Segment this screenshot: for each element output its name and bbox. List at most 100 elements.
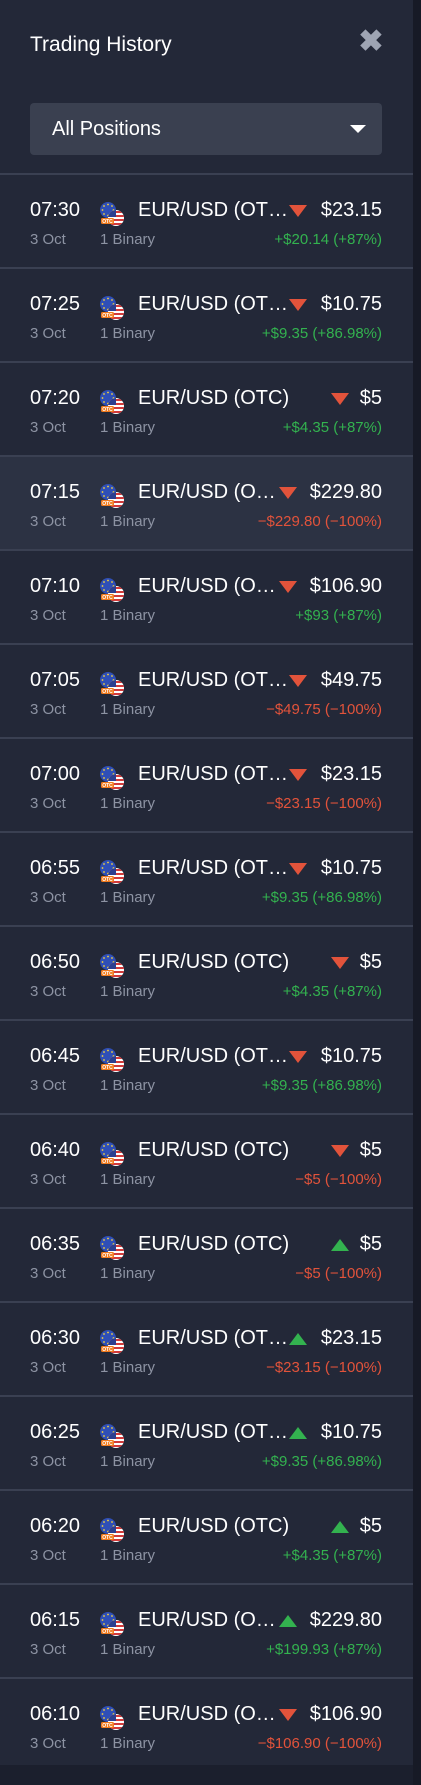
- trade-date: 3 Oct: [30, 795, 66, 812]
- trade-amount: $5: [360, 951, 382, 974]
- svg-text:OTC: OTC: [102, 1253, 113, 1259]
- trade-date: 3 Oct: [30, 513, 66, 530]
- trade-pnl: −$23.15 (−100%): [266, 1359, 382, 1376]
- trade-type: 1 Binary: [100, 889, 155, 906]
- trade-asset: EUR/USD (OT…: [138, 669, 288, 692]
- trade-amount: $5: [360, 1233, 382, 1256]
- trade-asset: EUR/USD (OT…: [138, 857, 288, 880]
- trade-type: 1 Binary: [100, 513, 155, 530]
- positions-filter-label: All Positions: [52, 118, 161, 141]
- svg-text:OTC: OTC: [102, 1441, 113, 1447]
- trade-row[interactable]: 06:45 3 Oct OTC EUR/USD (OT… 1 Binary $1…: [0, 1019, 413, 1113]
- trade-time: 06:45: [30, 1045, 80, 1068]
- svg-text:OTC: OTC: [102, 783, 113, 789]
- svg-text:OTC: OTC: [102, 1723, 113, 1729]
- trade-time: 07:05: [30, 669, 80, 692]
- trade-asset: EUR/USD (OTC): [138, 1139, 289, 1162]
- trade-row[interactable]: 07:25 3 Oct OTC EUR/USD (OT… 1 Binary $1…: [0, 267, 413, 361]
- trade-row[interactable]: 06:10 3 Oct OTC EUR/USD (O… 1 Binary $10…: [0, 1677, 413, 1771]
- trade-date: 3 Oct: [30, 1735, 66, 1752]
- trade-row[interactable]: 07:05 3 Oct OTC EUR/USD (OT… 1 Binary $4…: [0, 643, 413, 737]
- trade-date: 3 Oct: [30, 607, 66, 624]
- svg-text:OTC: OTC: [102, 313, 113, 319]
- svg-text:OTC: OTC: [102, 595, 113, 601]
- trade-date: 3 Oct: [30, 701, 66, 718]
- trade-row[interactable]: 06:40 3 Oct OTC EUR/USD (OTC) 1 Binary $…: [0, 1113, 413, 1207]
- svg-text:OTC: OTC: [102, 1159, 113, 1165]
- trade-pnl: +$9.35 (+86.98%): [262, 889, 382, 906]
- trade-time: 06:15: [30, 1609, 80, 1632]
- trade-pnl: −$49.75 (−100%): [266, 701, 382, 718]
- svg-text:OTC: OTC: [102, 1535, 113, 1541]
- trade-pnl: −$106.90 (−100%): [258, 1735, 382, 1752]
- trade-row[interactable]: 06:20 3 Oct OTC EUR/USD (OTC) 1 Binary $…: [0, 1489, 413, 1583]
- trade-row[interactable]: 06:55 3 Oct OTC EUR/USD (OT… 1 Binary $1…: [0, 831, 413, 925]
- list-end: [0, 1765, 413, 1785]
- trade-row[interactable]: 07:00 3 Oct OTC EUR/USD (OT… 1 Binary $2…: [0, 737, 413, 831]
- eur-usd-otc-flag-icon: OTC: [99, 1705, 125, 1731]
- trade-amount: $10.75: [321, 1421, 382, 1444]
- trade-row[interactable]: 07:10 3 Oct OTC EUR/USD (O… 1 Binary $10…: [0, 549, 413, 643]
- arrow-down-icon: [279, 581, 297, 593]
- trade-pnl: −$5 (−100%): [295, 1265, 382, 1282]
- chevron-down-icon: [350, 125, 366, 133]
- trade-amount: $23.15: [321, 1327, 382, 1350]
- svg-text:OTC: OTC: [102, 407, 113, 413]
- trade-row[interactable]: 06:35 3 Oct OTC EUR/USD (OTC) 1 Binary $…: [0, 1207, 413, 1301]
- trade-type: 1 Binary: [100, 1171, 155, 1188]
- trade-pnl: +$199.93 (+87%): [266, 1641, 382, 1658]
- trade-row[interactable]: 06:50 3 Oct OTC EUR/USD (OTC) 1 Binary $…: [0, 925, 413, 1019]
- trade-time: 06:40: [30, 1139, 80, 1162]
- arrow-down-icon: [279, 487, 297, 499]
- eur-usd-otc-flag-icon: OTC: [99, 765, 125, 791]
- trade-amount: $23.15: [321, 199, 382, 222]
- trade-type: 1 Binary: [100, 795, 155, 812]
- arrow-down-icon: [289, 675, 307, 687]
- trade-amount: $106.90: [310, 575, 382, 598]
- trade-type: 1 Binary: [100, 1547, 155, 1564]
- arrow-down-icon: [331, 1145, 349, 1157]
- svg-text:OTC: OTC: [102, 1065, 113, 1071]
- trade-date: 3 Oct: [30, 1641, 66, 1658]
- trade-row[interactable]: 07:20 3 Oct OTC EUR/USD (OTC) 1 Binary $…: [0, 361, 413, 455]
- arrow-down-icon: [289, 769, 307, 781]
- trade-pnl: −$23.15 (−100%): [266, 795, 382, 812]
- eur-usd-otc-flag-icon: OTC: [99, 1611, 125, 1637]
- arrow-up-icon: [331, 1521, 349, 1533]
- trade-time: 06:20: [30, 1515, 80, 1538]
- trade-date: 3 Oct: [30, 1453, 66, 1470]
- svg-text:OTC: OTC: [102, 1347, 113, 1353]
- background-strip: [413, 0, 421, 1785]
- trade-time: 07:25: [30, 293, 80, 316]
- trade-list: 07:30 3 Oct OTC EUR/USD (OT… 1 Binary $2…: [0, 173, 413, 1771]
- trade-row[interactable]: 06:25 3 Oct OTC EUR/USD (OT… 1 Binary $1…: [0, 1395, 413, 1489]
- trade-row[interactable]: 07:15 3 Oct OTC EUR/USD (O… 1 Binary $22…: [0, 455, 413, 549]
- trade-asset: EUR/USD (O…: [138, 1609, 276, 1632]
- trade-date: 3 Oct: [30, 419, 66, 436]
- eur-usd-otc-flag-icon: OTC: [99, 483, 125, 509]
- trade-amount: $10.75: [321, 293, 382, 316]
- trade-date: 3 Oct: [30, 1171, 66, 1188]
- arrow-up-icon: [289, 1427, 307, 1439]
- trade-row[interactable]: 06:30 3 Oct OTC EUR/USD (OT… 1 Binary $2…: [0, 1301, 413, 1395]
- trade-date: 3 Oct: [30, 325, 66, 342]
- trade-time: 07:30: [30, 199, 80, 222]
- trade-pnl: −$229.80 (−100%): [258, 513, 382, 530]
- trade-amount: $5: [360, 1139, 382, 1162]
- eur-usd-otc-flag-icon: OTC: [99, 1047, 125, 1073]
- trade-type: 1 Binary: [100, 231, 155, 248]
- eur-usd-otc-flag-icon: OTC: [99, 1423, 125, 1449]
- trade-amount: $5: [360, 387, 382, 410]
- positions-filter-dropdown[interactable]: All Positions: [30, 103, 382, 155]
- trade-row[interactable]: 07:30 3 Oct OTC EUR/USD (OT… 1 Binary $2…: [0, 173, 413, 267]
- trade-type: 1 Binary: [100, 1641, 155, 1658]
- svg-text:OTC: OTC: [102, 877, 113, 883]
- svg-text:OTC: OTC: [102, 219, 113, 225]
- trade-type: 1 Binary: [100, 419, 155, 436]
- trade-row[interactable]: 06:15 3 Oct OTC EUR/USD (O… 1 Binary $22…: [0, 1583, 413, 1677]
- close-icon[interactable]: ✖: [357, 28, 385, 56]
- trade-asset: EUR/USD (OT…: [138, 1327, 288, 1350]
- trade-pnl: +$9.35 (+86.98%): [262, 325, 382, 342]
- panel-header: Trading History ✖: [0, 0, 413, 88]
